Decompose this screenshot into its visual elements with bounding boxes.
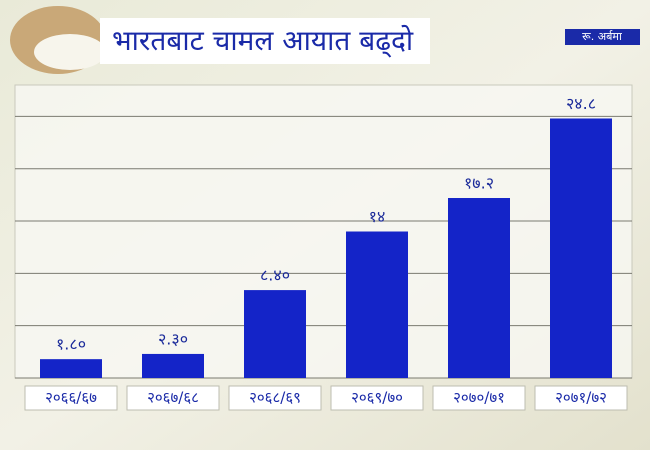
value-label: १.८० [56, 335, 86, 354]
bar [448, 198, 510, 378]
x-tick-label: २०७१/७२ [555, 389, 607, 407]
value-label: १७.२ [464, 174, 494, 193]
value-label: २.३० [158, 329, 188, 348]
category-box [534, 385, 628, 411]
category-box [228, 385, 322, 411]
bar [244, 290, 306, 378]
bar [40, 359, 102, 378]
rice-icon [34, 34, 106, 70]
bar [550, 118, 612, 378]
x-tick-label: २०६९/७० [351, 389, 403, 407]
category-box [330, 385, 424, 411]
unit-label: रू. अर्बमा [582, 30, 622, 43]
chart-title: भारतबाट चामल आयात बढ्दो [112, 24, 414, 58]
bar [142, 353, 204, 378]
plot-area [14, 84, 633, 379]
bar [346, 231, 408, 378]
category-box [126, 385, 220, 411]
category-box [24, 385, 118, 411]
value-label: ८.४० [260, 266, 290, 285]
category-box [432, 385, 526, 411]
x-tick-label: २०६६/६७ [45, 389, 97, 407]
x-tick-label: २०६८/६९ [249, 389, 301, 407]
unit-box [565, 29, 640, 45]
value-label: १४ [369, 207, 386, 226]
x-tick-label: २०७०/७१ [453, 389, 505, 407]
value-label: २४.८ [566, 94, 596, 113]
x-tick-label: २०६७/६८ [147, 389, 199, 407]
title-box [100, 18, 430, 64]
